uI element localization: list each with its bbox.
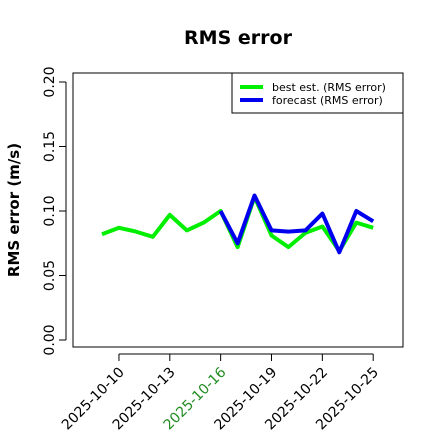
series-layer (101, 193, 375, 255)
y-axis: 0.00 0.05 0.10 0.15 0.20 (42, 66, 67, 356)
chart-title: RMS error (184, 27, 293, 49)
y-tick-label: 0.20 (42, 66, 58, 97)
legend-box (231, 72, 404, 114)
series-line-forecast (218, 193, 375, 255)
series-line-best-est (101, 194, 374, 253)
plot-frame (72, 72, 404, 348)
y-axis-label: RMS error (m/s) (5, 143, 23, 277)
y-tick-label: 0.15 (42, 131, 58, 162)
legend-label: forecast (RMS error) (272, 94, 383, 107)
legend-label: best est. (RMS error) (272, 81, 386, 94)
x-axis: 2025-10-102025-10-132025-10-162025-10-19… (59, 353, 382, 433)
y-tick-label: 0.10 (42, 195, 58, 226)
y-tick-label: 0.00 (42, 324, 58, 355)
y-tick-label: 0.05 (42, 260, 58, 291)
legend: best est. (RMS error)forecast (RMS error… (231, 72, 404, 114)
